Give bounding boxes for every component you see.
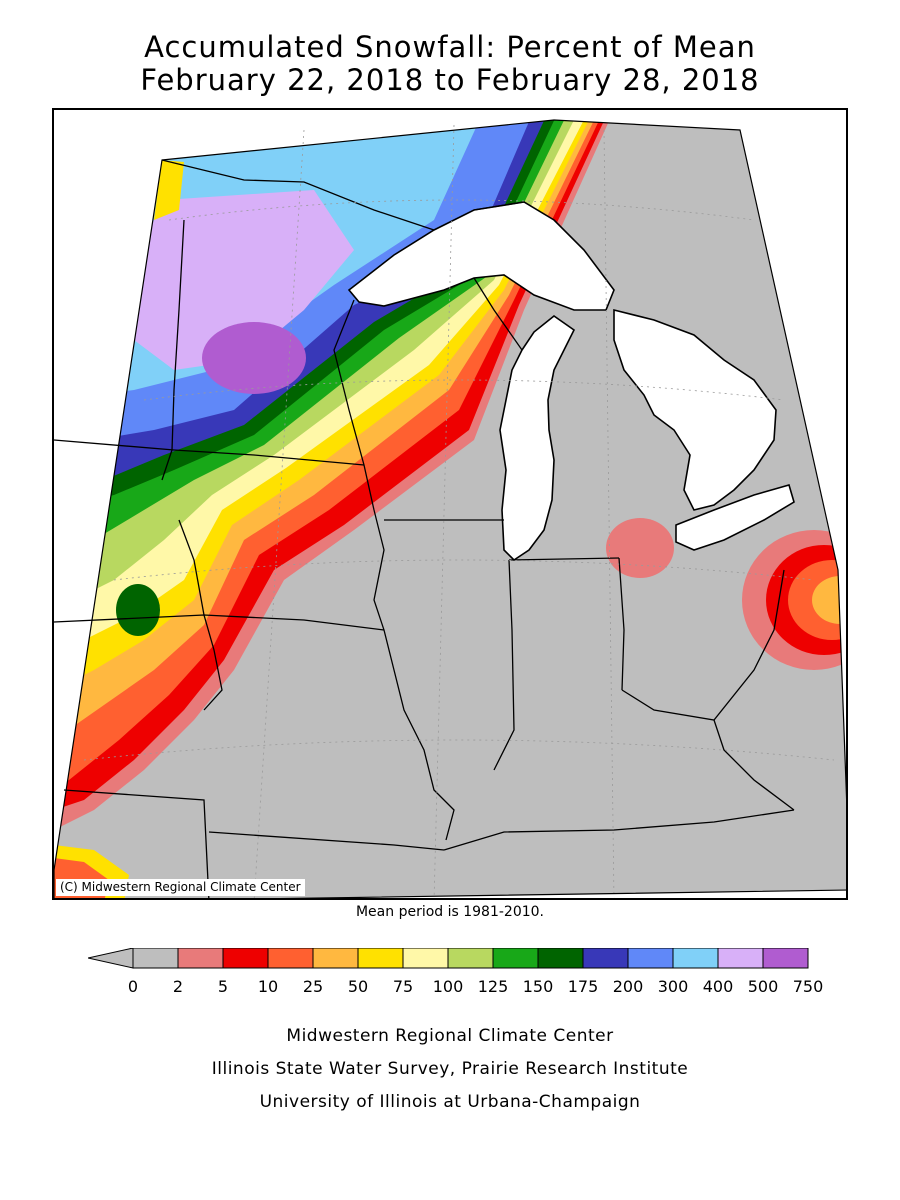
graticule-lat-2 [113,559,815,581]
legend-tick-labels: 0 2 5 10 25 50 75 100 125 150 175 200 300 400 500 750 [128,977,823,996]
legend-swatch [267,948,314,969]
legend-tick-label: 25 [303,977,323,996]
footer-line-2: Illinois State Water Survey, Prairie Res… [211,1059,689,1079]
boundary-il-in [493,559,515,771]
graticule-lon-3 [603,129,615,898]
boundary-ia-mo [54,614,385,631]
legend-swatch [582,948,629,969]
legend-tick-label: 300 [658,977,689,996]
legend-tick-label: 200 [613,977,644,996]
boundary-canada-east [473,201,525,211]
legend-tick-label: 0 [128,977,138,996]
legend-tick-label: 75 [393,977,413,996]
legend-tick-label: 125 [478,977,509,996]
legend-swatch [447,948,494,969]
lake-huron [613,308,777,511]
legend-tick-label: 500 [748,977,779,996]
contour-michigan-blob [606,518,674,578]
snowfall-map [52,108,848,900]
lake-erie [675,484,795,551]
color-legend: 0 2 5 10 25 50 75 100 125 150 175 200 300 400 500 750 [88,948,823,996]
legend-swatch [222,948,269,969]
legend-tick-label: 100 [433,977,464,996]
boundary-oh-wv [621,569,785,721]
contour-400-500 [124,190,354,370]
map-canvas [54,119,846,898]
legend-swatch [357,948,404,969]
mean-period-note: Mean period is 1981-2010. [355,904,545,920]
legend-swatch [672,948,719,969]
legend-tick-label: 2 [173,977,183,996]
boundary-in-oh [618,557,625,691]
map-title: Accumulated Snowfall: Percent of Mean [144,30,756,64]
graticule [83,124,835,898]
lake-superior [347,201,615,311]
boundary-mn-wi [333,299,375,511]
boundary-ks-mo [63,789,210,898]
contour-500-750 [202,322,306,394]
boundary-canada [161,159,435,231]
graticule-lat-4 [168,199,755,221]
legend-swatch [312,948,359,969]
legend-swatch [717,948,764,969]
legend-swatch [492,948,539,969]
boundary-ne-ia [178,519,223,711]
legend-tick-label: 150 [523,977,554,996]
legend-swatch [402,948,449,969]
legend-swatch [177,948,224,969]
footer-line-1: Midwestern Regional Climate Center [286,1026,614,1046]
legend-swatch [537,948,584,969]
graticule-lat-1 [83,739,835,761]
footer-credits: Midwestern Regional Climate Center Illin… [0,1020,900,1119]
boundary-mi-in [508,557,620,561]
lake-michigan [499,315,576,562]
legend-swatch [627,948,674,969]
footer-line-3: University of Illinois at Urbana-Champai… [259,1092,641,1112]
boundary-ia-il [373,509,455,841]
boundary-ky-tn [443,809,795,851]
state-boundaries [54,159,795,898]
map-domain-outline [54,119,846,898]
legend-tick-label: 175 [568,977,599,996]
lakes-layer [347,201,795,562]
copyright-label: (C) Midwestern Regional Climate Center [56,879,305,896]
legend-tick-label: 400 [703,977,734,996]
boundary-ia-north [173,449,365,466]
legend-tick-label: 5 [218,977,228,996]
map-date-range: February 22, 2018 to February 28, 2018 [140,63,760,97]
contour-fill-layer [54,120,846,898]
legend-swatch [132,948,179,969]
boundary-ky-va [713,719,795,811]
boundary-mi-up [473,277,523,351]
boundary-mn-sd-north [54,439,175,451]
legend-swatch [762,948,809,969]
boundary-mo-ar [208,831,445,851]
legend-tick-label: 50 [348,977,368,996]
contour-west-pocket [116,584,160,636]
contour-nw-corner [154,160,184,220]
legend-color-bar [88,948,809,969]
legend-tick-label: 10 [258,977,278,996]
legend-arrow [88,948,134,969]
boundary-mn-nd [161,219,185,481]
legend-tick-label: 750 [793,977,824,996]
